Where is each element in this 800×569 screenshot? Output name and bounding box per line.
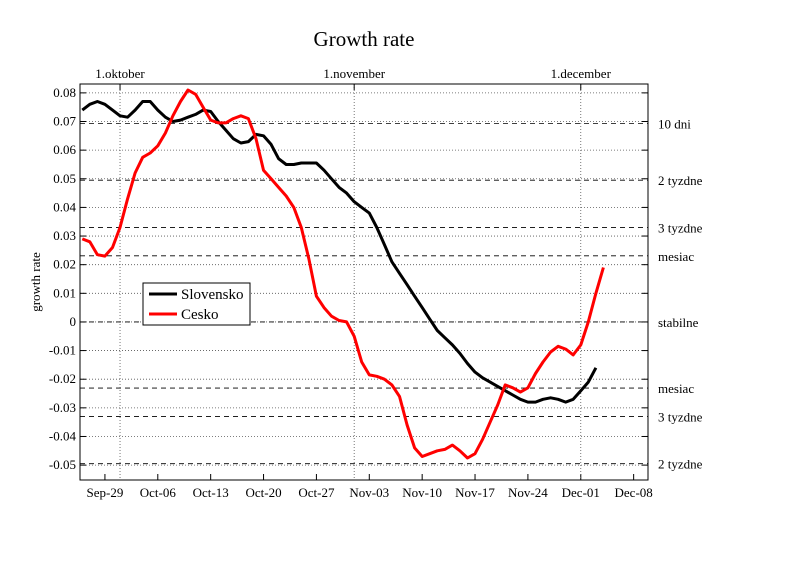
x-tick-label: Nov-17 [455, 485, 495, 500]
x-tick-label: Sep-29 [87, 485, 124, 500]
chart-title: Growth rate [314, 27, 415, 51]
reference-label: 2 tyzdne [658, 457, 703, 472]
y-tick-label: 0.07 [53, 114, 76, 129]
y-tick-label: -0.02 [49, 371, 76, 386]
top-x-tick-label: 1.december [551, 66, 612, 81]
y-tick-label: -0.01 [49, 343, 76, 358]
y-tick-label: -0.04 [49, 428, 77, 443]
x-tick-label: Oct-20 [245, 485, 281, 500]
x-tick-label: Oct-06 [140, 485, 177, 500]
plot-frame [79, 83, 649, 481]
legend-label: Slovensko [181, 287, 244, 303]
y-tick-label: -0.05 [49, 457, 76, 472]
x-tick-label: Nov-24 [508, 485, 548, 500]
reference-label: 3 tyzdne [658, 220, 703, 235]
legend-box [142, 282, 251, 326]
data-line [81, 100, 598, 404]
x-tick-label: Oct-13 [193, 485, 229, 500]
x-tick-label: Nov-03 [349, 485, 389, 500]
y-tick-label: 0.06 [53, 142, 76, 157]
y-tick-label: 0 [70, 314, 77, 329]
reference-label: stabilne [658, 315, 699, 330]
y-tick-label: -0.03 [49, 400, 76, 415]
y-tick-label: 0.04 [53, 199, 76, 214]
legend-label: Cesko [181, 307, 219, 323]
x-tick-label: Nov-10 [402, 485, 442, 500]
data-line [81, 88, 605, 460]
reference-label: mesiac [658, 249, 694, 264]
y-tick-label: 0.05 [53, 171, 76, 186]
reference-label: mesiac [658, 381, 694, 396]
y-axis-label: growth rate [28, 252, 43, 312]
y-tick-label: 0.01 [53, 285, 76, 300]
y-tick-label: 0.08 [53, 85, 76, 100]
x-tick-label: Oct-27 [298, 485, 335, 500]
top-x-tick-label: 1.oktober [95, 66, 145, 81]
reference-label: 3 tyzdne [658, 409, 703, 424]
reference-label: 10 dni [658, 117, 691, 132]
y-tick-label: 0.02 [53, 257, 76, 272]
x-tick-label: Dec-08 [615, 485, 653, 500]
top-x-tick-label: 1.november [323, 66, 385, 81]
y-tick-label: 0.03 [53, 228, 76, 243]
reference-label: 2 tyzdne [658, 173, 703, 188]
x-tick-label: Dec-01 [562, 485, 600, 500]
